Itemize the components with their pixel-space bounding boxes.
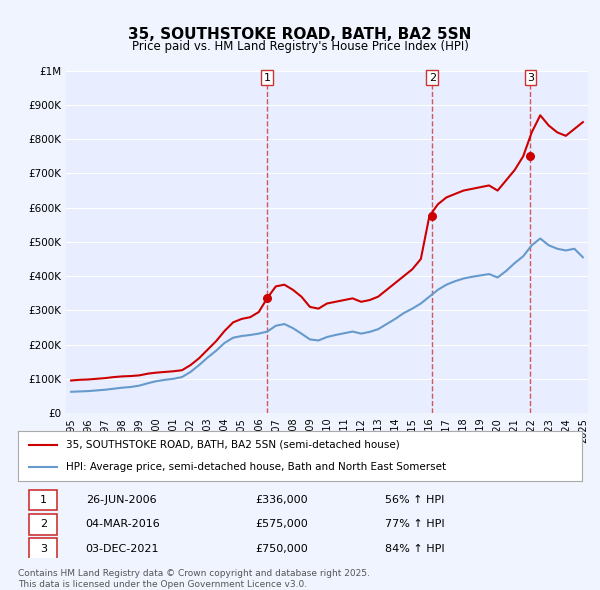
Text: 3: 3 <box>527 73 534 83</box>
Text: 1: 1 <box>40 495 47 505</box>
FancyBboxPatch shape <box>29 490 58 510</box>
Text: HPI: Average price, semi-detached house, Bath and North East Somerset: HPI: Average price, semi-detached house,… <box>66 462 446 472</box>
Text: 26-JUN-2006: 26-JUN-2006 <box>86 495 157 505</box>
Text: £750,000: £750,000 <box>255 544 308 553</box>
Text: £336,000: £336,000 <box>255 495 308 505</box>
Point <box>427 212 437 221</box>
Text: 2: 2 <box>428 73 436 83</box>
Text: 77% ↑ HPI: 77% ↑ HPI <box>385 519 444 529</box>
Text: 03-DEC-2021: 03-DEC-2021 <box>86 544 159 553</box>
Text: 84% ↑ HPI: 84% ↑ HPI <box>385 544 444 553</box>
FancyBboxPatch shape <box>29 514 58 535</box>
Text: Contains HM Land Registry data © Crown copyright and database right 2025.
This d: Contains HM Land Registry data © Crown c… <box>18 569 370 589</box>
Text: £575,000: £575,000 <box>255 519 308 529</box>
Text: 35, SOUTHSTOKE ROAD, BATH, BA2 5SN (semi-detached house): 35, SOUTHSTOKE ROAD, BATH, BA2 5SN (semi… <box>66 440 400 450</box>
Text: 56% ↑ HPI: 56% ↑ HPI <box>385 495 444 505</box>
Text: 1: 1 <box>263 73 271 83</box>
Text: 35, SOUTHSTOKE ROAD, BATH, BA2 5SN: 35, SOUTHSTOKE ROAD, BATH, BA2 5SN <box>128 27 472 41</box>
FancyBboxPatch shape <box>29 538 58 559</box>
Text: 3: 3 <box>40 544 47 553</box>
Text: 04-MAR-2016: 04-MAR-2016 <box>86 519 160 529</box>
Text: Price paid vs. HM Land Registry's House Price Index (HPI): Price paid vs. HM Land Registry's House … <box>131 40 469 53</box>
Point <box>262 293 272 303</box>
Point <box>526 152 535 161</box>
Text: 2: 2 <box>40 519 47 529</box>
